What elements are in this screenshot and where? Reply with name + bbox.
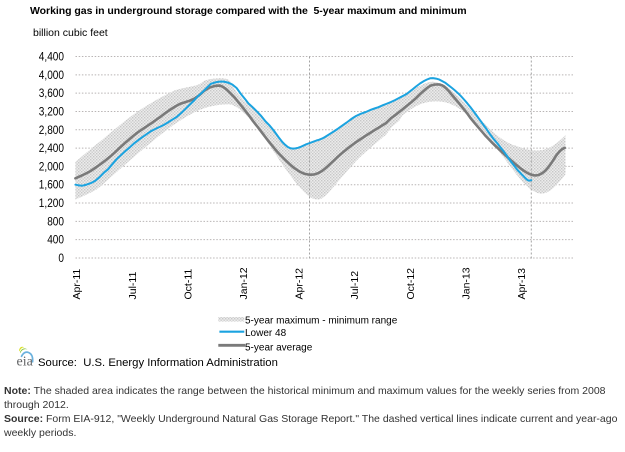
svg-text:5-year average: 5-year average [245,343,313,354]
svg-text:eia: eia [17,355,34,370]
svg-text:Oct-11: Oct-11 [182,269,194,300]
svg-text:Lower 48: Lower 48 [245,328,287,339]
svg-text:4,000: 4,000 [39,70,64,82]
svg-text:1,600: 1,600 [39,180,64,192]
svg-text:400: 400 [47,235,64,247]
svg-text:Jul-11: Jul-11 [127,272,139,300]
svg-text:Jan-12: Jan-12 [238,267,250,299]
svg-text:800: 800 [47,216,64,228]
svg-text:3,600: 3,600 [39,88,64,100]
svg-text:5-year maximum - minimum range: 5-year maximum - minimum range [245,316,398,327]
svg-text:1,200: 1,200 [39,198,64,210]
svg-text:Apr-12: Apr-12 [294,268,306,300]
svg-text:Apr-13: Apr-13 [516,268,528,300]
svg-text:2,000: 2,000 [39,161,64,173]
svg-text:Apr-11: Apr-11 [71,269,83,300]
svg-text:2,800: 2,800 [39,125,64,137]
svg-text:2,400: 2,400 [39,143,64,155]
svg-text:4,400: 4,400 [39,52,64,64]
svg-text:3,200: 3,200 [39,107,64,119]
svg-text:0: 0 [58,253,64,265]
svg-text:Jan-13: Jan-13 [460,267,472,299]
svg-text:Jul-12: Jul-12 [349,271,361,300]
svg-text:Oct-12: Oct-12 [405,268,417,300]
